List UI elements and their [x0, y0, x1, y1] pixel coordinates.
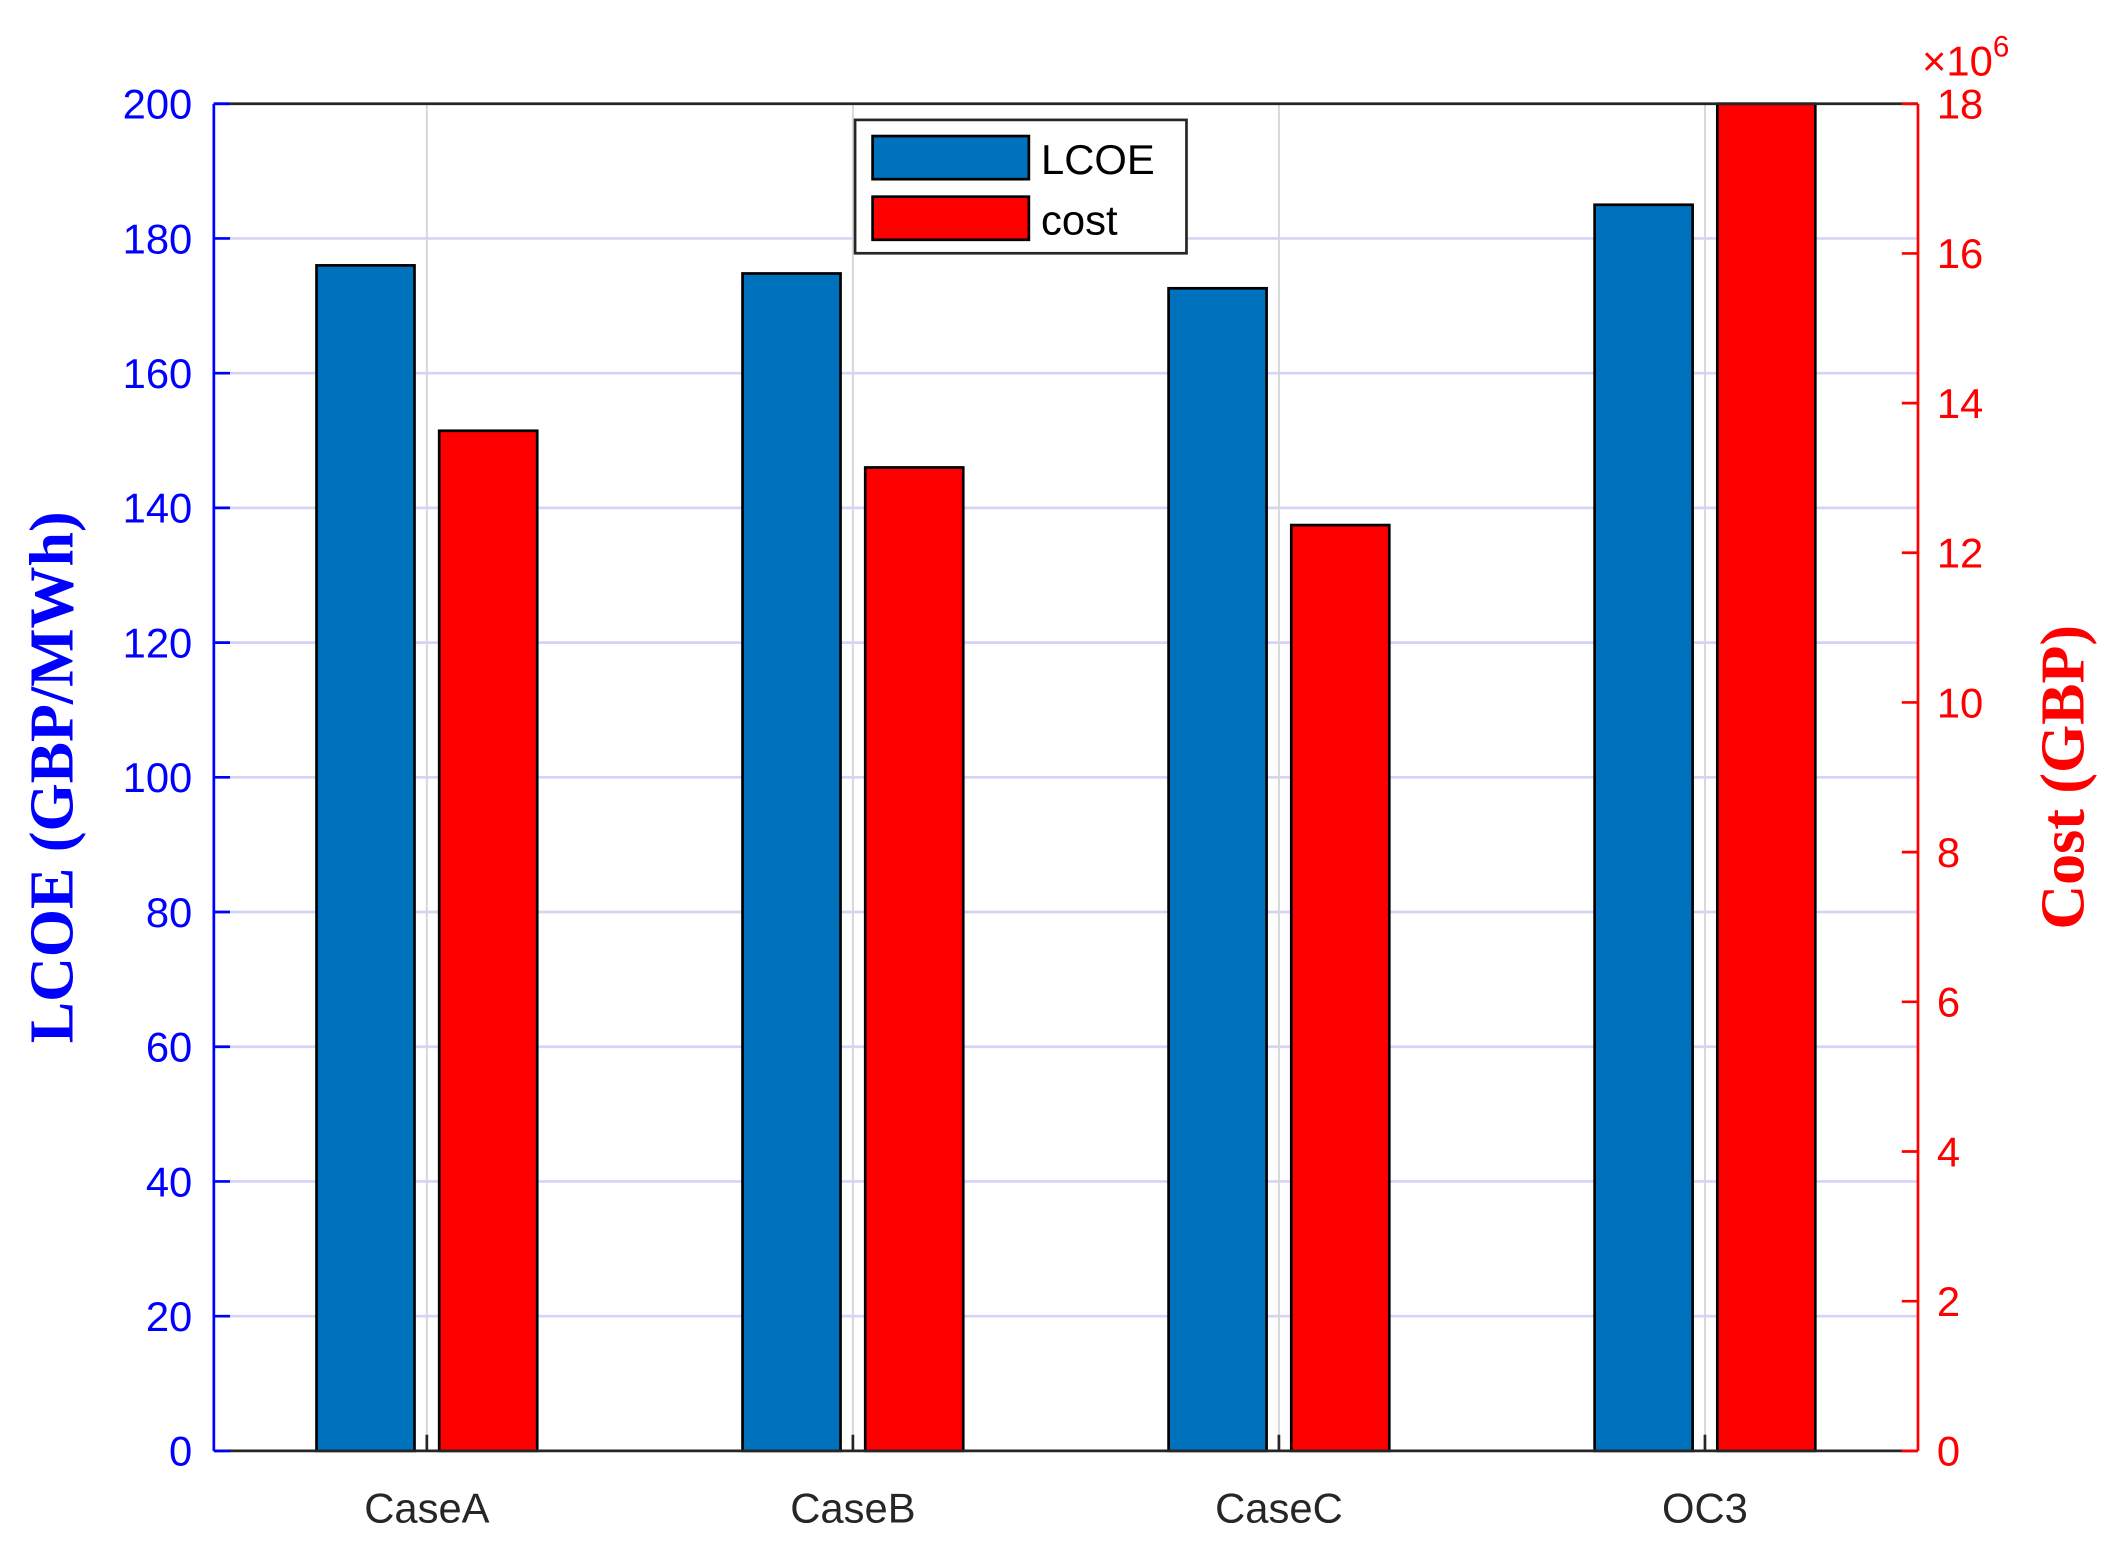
right-tick-label: 4: [1937, 1128, 1960, 1175]
bar-cost-casec: [1289, 523, 1391, 1453]
left-tick-label: 100: [123, 754, 193, 801]
left-tick-label: 180: [123, 215, 193, 262]
right-tick-label: 14: [1937, 380, 1983, 427]
bar-lcoe-caseb: [741, 272, 842, 1453]
left-tick-label: 80: [146, 889, 192, 936]
left-tick-label: 20: [146, 1293, 192, 1340]
left-tick-label: 40: [146, 1158, 192, 1205]
left-tick-label: 140: [123, 485, 193, 532]
left-tick-label: 200: [123, 81, 193, 128]
right-tick-label: 12: [1937, 530, 1983, 577]
right-tick-label: 8: [1937, 829, 1960, 876]
bar-cost-caseb: [863, 466, 965, 1453]
x-tick-label: CaseA: [364, 1484, 489, 1531]
bar-lcoe-casec: [1167, 286, 1268, 1453]
right-tick-label: 2: [1937, 1278, 1960, 1325]
x-tick-label: OC3: [1662, 1484, 1748, 1531]
bar-lcoe-casea: [315, 264, 416, 1453]
left-tick-label: 0: [169, 1428, 192, 1475]
bar-cost-oc3: [1715, 102, 1817, 1453]
bar-cost-casea: [437, 429, 539, 1453]
bars: [315, 102, 1817, 1453]
left-tick-label: 160: [123, 350, 193, 397]
y-axis-label-right: Cost (GBP): [2030, 625, 2098, 930]
left-tick-label: 120: [123, 619, 193, 666]
right-tick-label: 6: [1937, 979, 1960, 1026]
y-axis-label-left: LCOE (GBP/MWh): [18, 511, 86, 1043]
x-tick-label: CaseB: [790, 1484, 915, 1531]
bar-lcoe-oc3: [1593, 203, 1694, 1453]
right-tick-label: 18: [1937, 81, 1983, 128]
legend: LCOE cost: [853, 118, 1188, 255]
right-axis-exponent: ×106: [1922, 31, 2009, 85]
legend-label-lcoe: LCOE: [1041, 136, 1155, 183]
legend-swatch-lcoe: [871, 134, 1031, 181]
axes: 0 20 40 60 80 100 120 140 160 180 200 0 2 4 6 8 10 12 14 16…: [123, 81, 1984, 1532]
right-tick-label: 0: [1937, 1428, 1960, 1475]
right-tick-label: 16: [1937, 230, 1983, 277]
legend-label-cost: cost: [1041, 196, 1118, 243]
x-tick-label: CaseC: [1215, 1484, 1343, 1531]
left-tick-label: 60: [146, 1024, 192, 1071]
right-tick-label: 10: [1937, 679, 1983, 726]
legend-swatch-cost: [871, 195, 1031, 242]
